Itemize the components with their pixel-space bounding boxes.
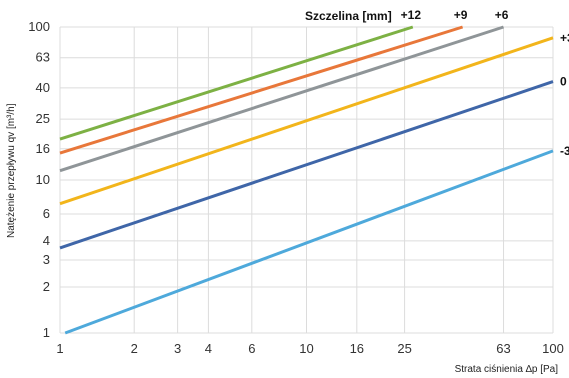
series-label: +6 bbox=[495, 8, 509, 22]
x-tick-label: 100 bbox=[542, 341, 564, 356]
y-tick-label: 25 bbox=[36, 111, 50, 126]
series-label: +3 bbox=[560, 31, 569, 45]
tick-labels: 1 2 3 4 6 10 16 25 63 100 1 2 3 4 6 10 16 25 40 63 100 bbox=[28, 19, 564, 356]
legend-title: Szczelina [mm] bbox=[305, 9, 392, 23]
series-line bbox=[59, 36, 554, 206]
x-tick-label: 6 bbox=[248, 341, 255, 356]
series-label: +12 bbox=[401, 8, 422, 22]
y-tick-label: 1 bbox=[43, 325, 50, 340]
y-tick-label: 100 bbox=[28, 19, 50, 34]
series-line bbox=[59, 80, 554, 250]
series-label: 0 bbox=[560, 75, 567, 89]
x-tick-label: 63 bbox=[496, 341, 510, 356]
y-tick-label: 4 bbox=[43, 233, 50, 248]
y-axis-label: Natężenie przepływu qv [m³/h] bbox=[6, 103, 17, 238]
x-tick-label: 2 bbox=[131, 341, 138, 356]
y-tick-label: 10 bbox=[36, 172, 50, 187]
y-tick-label: 16 bbox=[36, 141, 50, 156]
x-tick-label: 25 bbox=[397, 341, 411, 356]
series-line bbox=[59, 25, 414, 141]
series-line bbox=[59, 25, 504, 173]
y-tick-label: 2 bbox=[43, 279, 50, 294]
x-axis-label: Strata ciśnienia ∆p [Pa] bbox=[455, 364, 559, 375]
grid bbox=[59, 26, 554, 334]
series-line bbox=[64, 149, 554, 335]
x-tick-label: 1 bbox=[56, 341, 63, 356]
x-tick-label: 4 bbox=[205, 341, 212, 356]
series-label: +9 bbox=[454, 8, 468, 22]
y-tick-label: 3 bbox=[43, 252, 50, 267]
series-lines bbox=[59, 25, 554, 335]
x-tick-label: 10 bbox=[299, 341, 313, 356]
y-tick-label: 6 bbox=[43, 206, 50, 221]
series-labels: +12 +9 +6 +3 0 -3 bbox=[401, 8, 569, 158]
series-label: -3 bbox=[560, 144, 569, 158]
series-line bbox=[59, 25, 464, 155]
y-tick-label: 63 bbox=[36, 50, 50, 65]
x-tick-label: 16 bbox=[350, 341, 364, 356]
y-tick-label: 40 bbox=[36, 80, 50, 95]
x-tick-label: 3 bbox=[174, 341, 181, 356]
